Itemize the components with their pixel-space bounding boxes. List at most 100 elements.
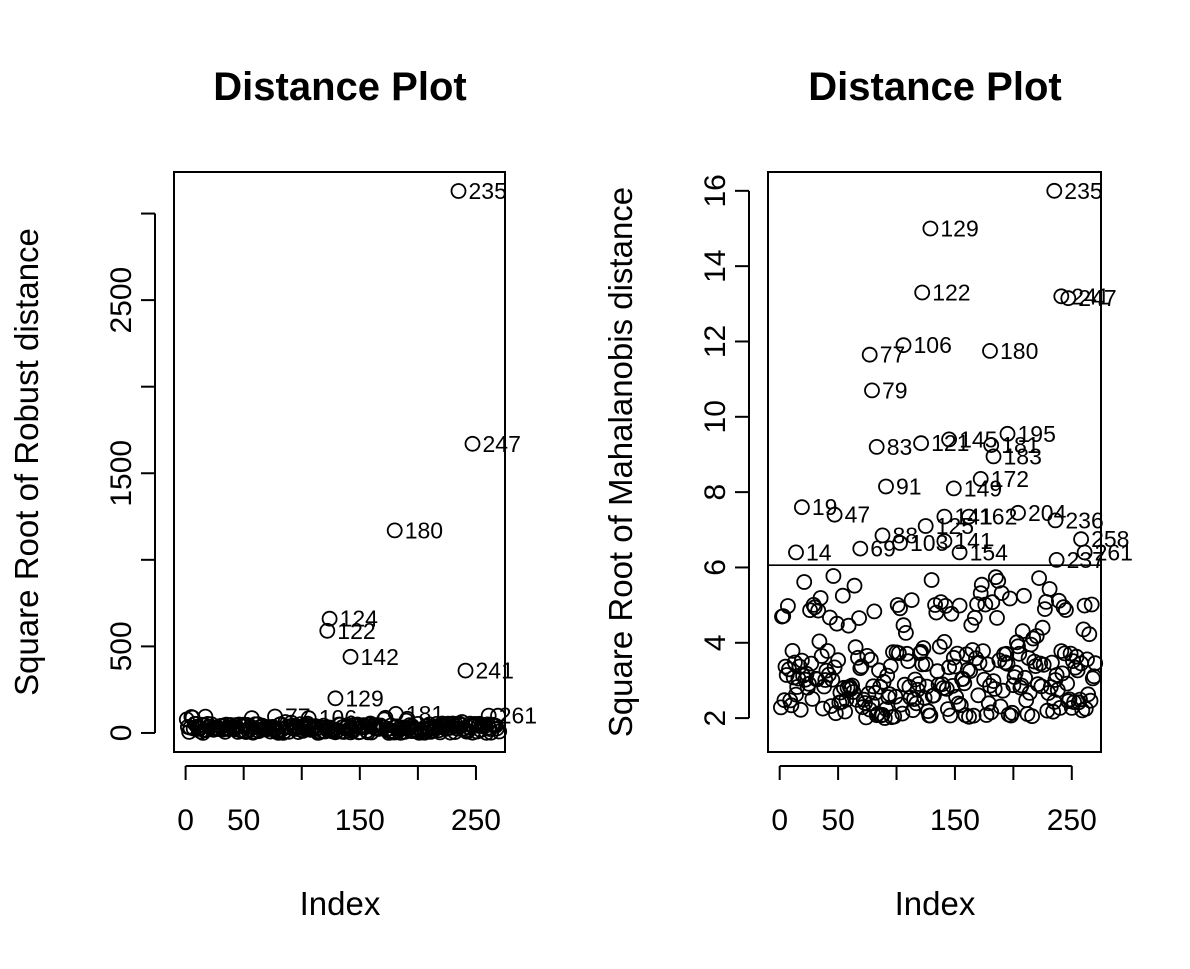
data-point (1011, 645, 1028, 662)
outlier-point (999, 425, 1016, 442)
y-tick-label: 8 (699, 484, 732, 501)
data-point (948, 688, 964, 705)
data-point (815, 700, 831, 717)
outlier-label: 142 (361, 644, 399, 670)
data-point (999, 655, 1016, 672)
outlier-label: 103 (910, 530, 948, 556)
data-point (488, 720, 505, 737)
outlier-label: 106 (319, 705, 357, 731)
outlier-label: 47 (845, 502, 871, 528)
data-point (834, 587, 851, 604)
data-point (1005, 677, 1022, 694)
outlier-label: 261 (1095, 539, 1133, 565)
data-point (963, 617, 980, 633)
data-point (1028, 628, 1045, 644)
data-point (797, 671, 814, 688)
outlier-point (319, 622, 336, 639)
data-point (845, 684, 862, 700)
outlier-label: 181 (1001, 432, 1039, 458)
data-point (837, 703, 853, 720)
data-point (812, 590, 829, 606)
data-point (825, 568, 842, 584)
data-point (824, 671, 841, 688)
x-axis-label: Index (300, 885, 381, 922)
outlier-label: 121 (931, 430, 969, 456)
outlier-label: 77 (880, 342, 906, 368)
data-point (865, 678, 882, 695)
data-point (1055, 599, 1072, 616)
panel-2: Distance Plot Index Square Root of Mahalan… (602, 65, 1133, 922)
chart-title: Distance Plot (808, 65, 1061, 109)
outlier-point (852, 540, 869, 557)
data-point (819, 643, 836, 659)
data-point (1082, 692, 1099, 709)
data-point (931, 638, 948, 655)
outlier-point (922, 220, 939, 237)
data-point (1004, 704, 1021, 721)
plot-frame (767, 171, 1102, 753)
data-point (844, 677, 860, 694)
y-tick-label: 6 (699, 559, 732, 576)
data-point (783, 697, 800, 714)
outlier-point (826, 506, 843, 523)
data-point (898, 625, 914, 641)
y-tick-label: 16 (699, 174, 732, 207)
data-point (942, 707, 959, 724)
outlier-label: 241 (476, 658, 514, 684)
data-point (1014, 623, 1031, 640)
y-tick-label: 2500 (105, 267, 138, 334)
outlier-label: 195 (1018, 421, 1056, 447)
y-tick-label: 2 (699, 710, 732, 727)
data-point (1054, 665, 1071, 682)
outlier-point (985, 448, 1002, 465)
outlier-label: 69 (870, 536, 896, 562)
outlier-label: 237 (1067, 547, 1105, 573)
data-point (1024, 708, 1040, 725)
data-point (1048, 667, 1065, 683)
outlier-point (794, 499, 810, 516)
y-axis-label: Square Root of Robust distance (8, 228, 45, 696)
data-point (987, 569, 1004, 586)
data-point (977, 596, 994, 613)
data-point (862, 651, 879, 668)
data-point (979, 656, 996, 673)
outlier-point (878, 478, 894, 495)
data-point (1058, 602, 1074, 618)
data-point (792, 701, 809, 718)
outlier-label: 154 (970, 539, 1009, 565)
outlier-point (327, 690, 344, 707)
x-tick-label: 150 (930, 804, 980, 837)
data-point (970, 687, 987, 704)
outlier-point (1060, 290, 1077, 307)
outlier-label: 241 (1071, 283, 1109, 309)
data-point (910, 676, 927, 692)
data-point (1076, 597, 1093, 614)
outlier-point (892, 535, 908, 551)
data-point (850, 649, 866, 666)
data-point (1079, 651, 1095, 668)
data-point (882, 658, 899, 675)
x-tick-label: 0 (177, 804, 194, 837)
outlier-label: 235 (469, 178, 507, 204)
outlier-label: 106 (914, 332, 952, 358)
outlier-label: 180 (405, 517, 443, 543)
data-point (986, 681, 1003, 697)
data-point (886, 708, 903, 725)
outlier-point (1073, 531, 1089, 548)
data-point (951, 597, 968, 614)
data-point (889, 597, 906, 613)
outlier-point (913, 435, 929, 452)
outlier-point (941, 431, 957, 448)
data-point (1053, 643, 1070, 659)
y-tick-label: 12 (699, 325, 732, 358)
x-tick-label: 50 (821, 804, 854, 837)
outlier-point (342, 648, 359, 665)
data-point (997, 654, 1014, 671)
outlier-label: 172 (991, 466, 1029, 492)
data-point (1017, 669, 1033, 686)
outlier-point (1047, 512, 1064, 529)
outlier-point (874, 527, 891, 544)
panel-1: Distance Plot Index Square Root of Robust … (8, 65, 537, 922)
data-point (847, 639, 864, 656)
